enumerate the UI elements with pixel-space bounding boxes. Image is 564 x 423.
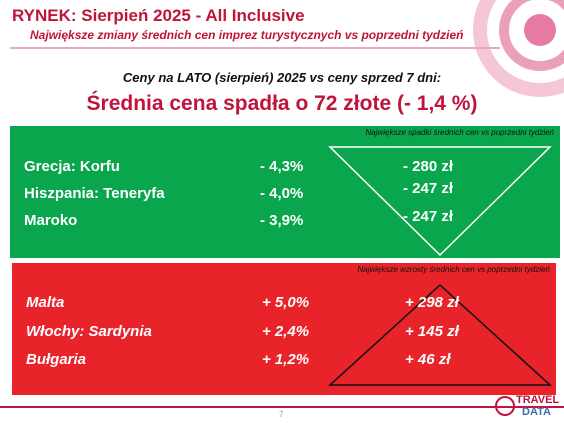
percent-change: + 1,2% [262, 351, 310, 368]
destination: Włochy: Sardynia [26, 323, 152, 340]
logo-text: DATA [522, 406, 551, 418]
percent-change: - 3,9% [260, 212, 304, 229]
decrease-panel: Największe spadki średnich cen vs poprze… [10, 126, 560, 258]
percent-change: - 4,0% [260, 185, 304, 202]
price-change: + 46 zł [405, 351, 451, 368]
price-change: - 280 zł [403, 158, 454, 175]
decrease-box [10, 126, 560, 258]
logo-text: TRAVEL [516, 394, 559, 406]
destination: Malta [26, 294, 65, 311]
page-number: 7 [279, 410, 284, 419]
deco-dot [524, 14, 556, 46]
price-change: + 145 zł [405, 323, 459, 340]
percent-change: + 2,4% [262, 323, 310, 340]
percent-change: + 5,0% [262, 294, 310, 311]
price-change: + 298 zł [405, 294, 459, 311]
price-change: - 247 zł [403, 180, 454, 197]
intro: Ceny na LATO (sierpień) 2025 vs ceny spr… [122, 70, 442, 85]
title: RYNEK: Sierpień 2025 - All Inclusive [12, 6, 305, 25]
destination: Hiszpania: Teneryfa [24, 185, 165, 202]
price-change: - 247 zł [403, 208, 454, 225]
panel-heading: Największe wzrosty średnich cen vs poprz… [357, 265, 550, 274]
deco-ring [499, 0, 564, 71]
logo-mark [495, 396, 515, 416]
subtitle: Największe zmiany średnich cen imprez tu… [30, 28, 464, 42]
increase-box [12, 263, 556, 395]
deco-ring [473, 0, 564, 97]
percent-change: - 4,3% [260, 158, 304, 175]
panel-heading: Największe spadki średnich cen vs poprze… [365, 128, 554, 137]
destination: Grecja: Korfu [24, 158, 120, 175]
destination: Bułgaria [26, 351, 87, 368]
up-triangle [328, 283, 552, 386]
down-triangle [328, 146, 552, 257]
headline: Średnia cena spadła o 72 złote (- 1,4 %) [86, 92, 478, 115]
destination: Maroko [24, 212, 78, 229]
increase-panel: Największe wzrosty średnich cen vs poprz… [12, 263, 556, 395]
